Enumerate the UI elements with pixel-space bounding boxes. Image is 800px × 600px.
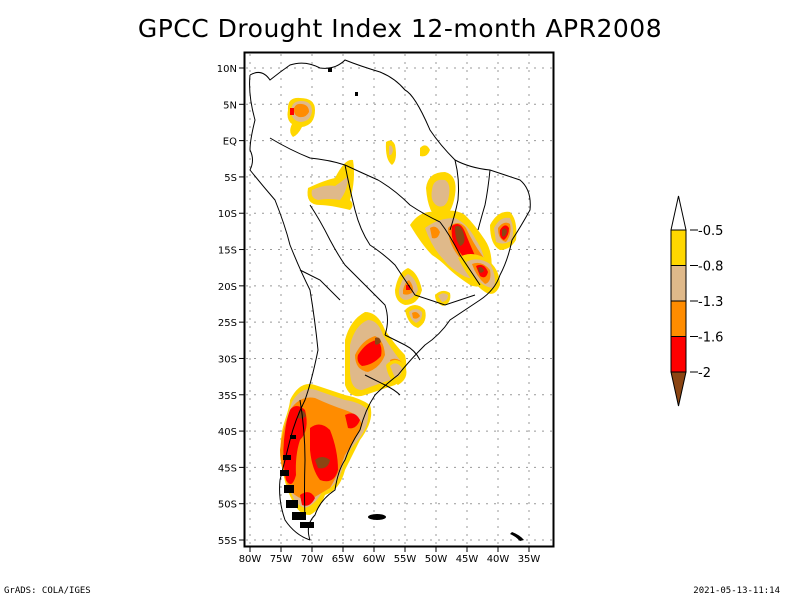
drought-region-patagonia — [280, 384, 372, 515]
y-tick-label: 25S — [218, 318, 237, 329]
colorbar-band — [670, 265, 687, 302]
colorbar-arrow-bottom — [670, 371, 687, 407]
footer-timestamp: 2021-05-13-11:14 — [693, 586, 780, 596]
colorbar: -0.5 -0.8 -1.3 -1.6 -2 — [670, 195, 723, 407]
y-tick-label: 45S — [218, 463, 237, 474]
x-tick-label: 55W — [394, 554, 417, 565]
colorbar-label: -0.5 — [698, 224, 723, 239]
colorbar-label: -2 — [698, 366, 711, 381]
y-tick-label: 15S — [218, 246, 237, 257]
y-tick-label: 40S — [218, 427, 237, 438]
y-tick-label: 30S — [218, 354, 237, 365]
y-tick-label: 20S — [218, 282, 237, 293]
colorbar-label: -1.6 — [698, 331, 723, 346]
chart-title: GPCC Drought Index 12-month APR2008 — [137, 14, 663, 43]
x-tick-label: 80W — [239, 554, 262, 565]
x-tick-label: 65W — [332, 554, 355, 565]
colorbar-band — [670, 300, 687, 337]
y-tick-label: 35S — [218, 391, 237, 402]
drought-fields — [280, 97, 517, 515]
drought-region-amazon-central — [385, 140, 430, 165]
footer-credit: GrADS: COLA/IGES — [4, 586, 91, 596]
drought-region-mato-grosso-sul — [395, 268, 451, 328]
x-axis: 80W 75W 70W 65W 60W 55W 50W 45W 40W 35W — [239, 546, 541, 565]
y-tick-label: 55S — [218, 536, 237, 547]
colorbar-band — [670, 229, 687, 266]
drought-region-amazon-west — [307, 159, 354, 210]
y-tick-label: EQ — [223, 137, 237, 148]
drought-region-minas — [458, 254, 500, 294]
drought-region-bahia — [490, 211, 517, 250]
y-tick-label: 10S — [218, 209, 237, 220]
x-tick-label: 60W — [363, 554, 386, 565]
y-tick-label: 5N — [223, 100, 237, 111]
y-tick-label: 50S — [218, 500, 237, 511]
x-tick-label: 70W — [301, 554, 324, 565]
x-tick-label: 50W — [425, 554, 448, 565]
drought-region-tocantins — [426, 172, 456, 220]
y-tick-label: 10N — [217, 64, 237, 75]
x-tick-label: 40W — [487, 554, 510, 565]
colorbar-arrow-top — [670, 195, 687, 231]
y-tick-label: 5S — [224, 173, 237, 184]
islands — [280, 68, 524, 541]
colorbar-label: -1.3 — [698, 295, 723, 310]
drought-region-colombia — [287, 97, 315, 137]
x-tick-label: 45W — [456, 554, 479, 565]
coastlines — [249, 59, 531, 541]
x-tick-label: 75W — [270, 554, 293, 565]
y-axis: 10N 5N EQ 5S 10S 15S 20S 25S 30S 35S 40S 45S 50S 55S — [217, 64, 245, 547]
map-frame — [243, 51, 555, 548]
colorbar-band — [670, 336, 687, 373]
x-tick-label: 35W — [518, 554, 541, 565]
colorbar-label: -0.8 — [698, 260, 723, 275]
